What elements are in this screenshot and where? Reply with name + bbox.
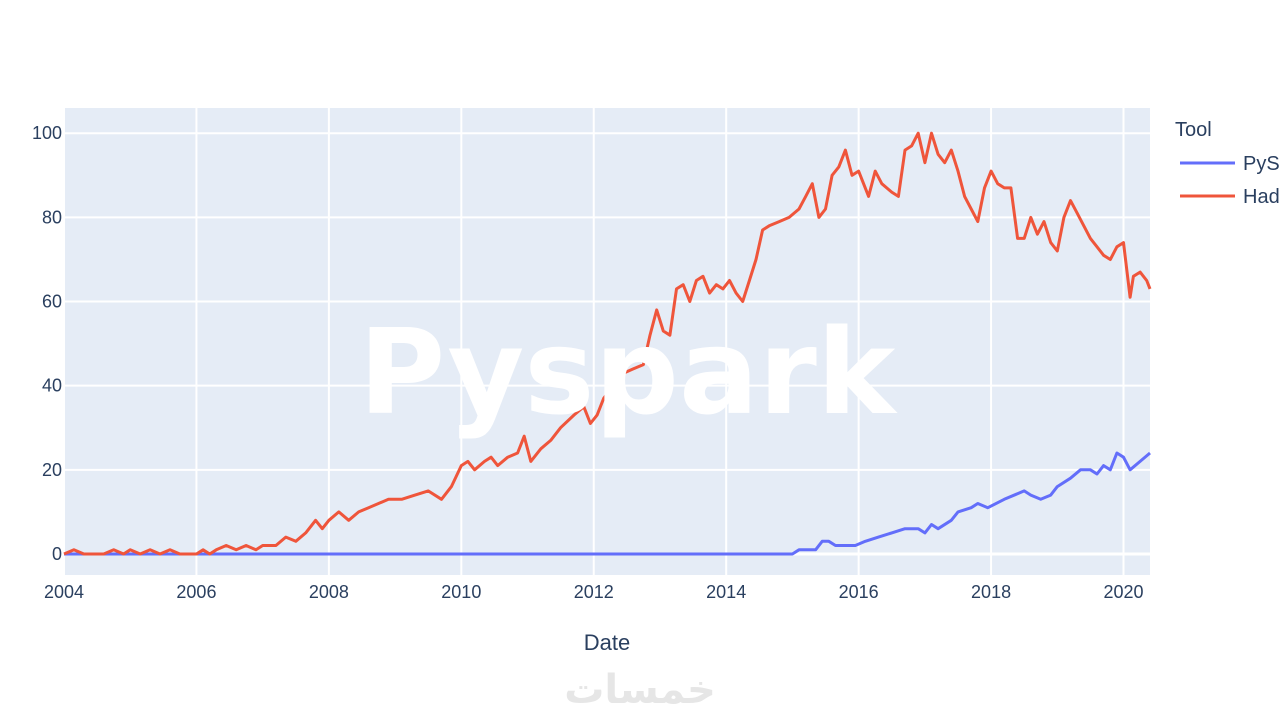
plot-area-background [64, 108, 1150, 575]
legend-title: Tool [1175, 119, 1212, 141]
y-tick-label: 80 [42, 207, 62, 227]
x-tick-label: 2020 [1103, 582, 1143, 602]
y-tick-label: 0 [52, 544, 62, 564]
y-tick-label: 20 [42, 460, 62, 480]
x-tick-label: 2008 [309, 582, 349, 602]
x-tick-label: 2014 [706, 582, 746, 602]
x-tick-label: 2010 [441, 582, 481, 602]
x-tick-label: 2006 [176, 582, 216, 602]
x-tick-label: 2018 [971, 582, 1011, 602]
series-lines [63, 131, 1152, 556]
x-axis-title: Date [584, 630, 630, 655]
x-tick-label: 2012 [574, 582, 614, 602]
watermark-title: Pyspark [359, 303, 898, 441]
legend-label-pys: PyS [1243, 153, 1280, 175]
x-tick-label: 2004 [44, 582, 84, 602]
y-tick-label: 60 [42, 292, 62, 312]
axis-tick-labels: 2004 2006 2008 2010 2012 2014 2016 2018 2020 0 20 4… [32, 123, 1144, 602]
y-tick-label: 100 [32, 123, 62, 143]
x-tick-label: 2016 [839, 582, 879, 602]
footer-logo: خمسات [564, 667, 716, 713]
legend-label-had: Had [1243, 186, 1280, 208]
series-line-had [63, 131, 1152, 556]
series-line-pys [64, 451, 1151, 556]
y-tick-label: 40 [42, 376, 62, 396]
legend: Tool PyS Had [1175, 119, 1280, 208]
